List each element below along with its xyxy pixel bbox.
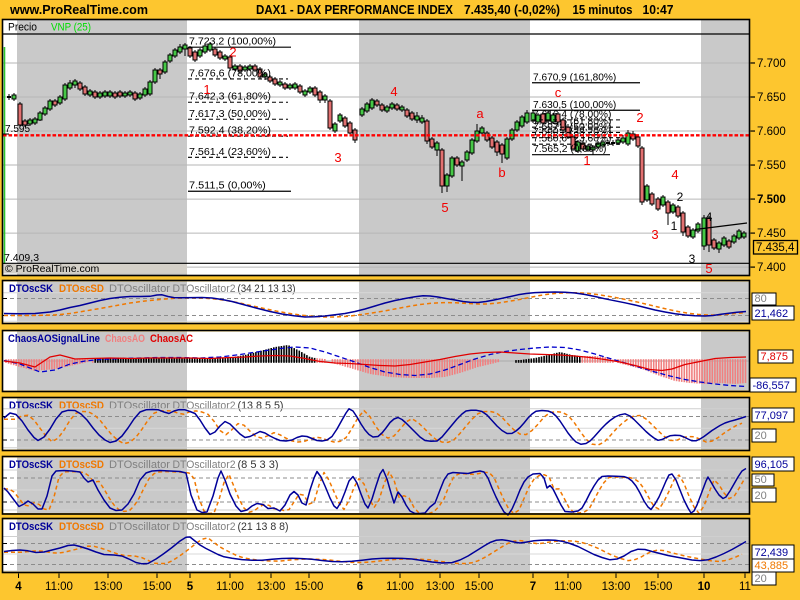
svg-text:7.605,6 (61,80%): 7.605,6 (61,80%) bbox=[533, 117, 611, 128]
svg-text:7.630,5 (100,00%): 7.630,5 (100,00%) bbox=[533, 100, 616, 111]
svg-text:7: 7 bbox=[530, 581, 536, 593]
svg-text:7,875: 7,875 bbox=[761, 351, 789, 363]
svg-text:11:00: 11:00 bbox=[554, 581, 582, 593]
svg-text:7.400: 7.400 bbox=[757, 262, 786, 274]
svg-text:50: 50 bbox=[755, 474, 767, 486]
svg-text:DTOscillator: DTOscillator bbox=[109, 459, 170, 471]
svg-text:(21 13 8 8): (21 13 8 8) bbox=[238, 521, 289, 533]
svg-text:(34 21 13 13): (34 21 13 13) bbox=[238, 283, 296, 295]
svg-text:b: b bbox=[498, 165, 505, 180]
svg-text:5: 5 bbox=[441, 200, 448, 215]
svg-text:13:00: 13:00 bbox=[94, 581, 123, 593]
svg-text:7.597,9 (50,00%): 7.597,9 (50,00%) bbox=[533, 122, 611, 133]
svg-text:DTOscillator: DTOscillator bbox=[109, 283, 170, 295]
svg-text:2: 2 bbox=[636, 110, 643, 125]
svg-text:15:00: 15:00 bbox=[295, 581, 324, 593]
svg-text:ChaosAC: ChaosAC bbox=[150, 333, 193, 345]
svg-text:4: 4 bbox=[671, 167, 678, 182]
svg-text:© ProRealTime.com: © ProRealTime.com bbox=[5, 263, 100, 275]
svg-text:7.700: 7.700 bbox=[757, 58, 786, 70]
svg-text:7.435,40 (-0,02%): 7.435,40 (-0,02%) bbox=[464, 3, 560, 17]
svg-text:DTOscSD: DTOscSD bbox=[59, 521, 104, 533]
svg-text:13:00: 13:00 bbox=[257, 581, 286, 593]
svg-text:10:47: 10:47 bbox=[643, 3, 674, 17]
svg-text:7.561,4 (23,60%): 7.561,4 (23,60%) bbox=[189, 147, 271, 158]
svg-text:DTOscillator2: DTOscillator2 bbox=[173, 283, 236, 295]
svg-text:13:00: 13:00 bbox=[602, 581, 631, 593]
svg-text:20: 20 bbox=[755, 430, 767, 442]
svg-text:11:00: 11:00 bbox=[45, 581, 73, 593]
svg-text:15:00: 15:00 bbox=[143, 581, 172, 593]
svg-text:ChaosAO: ChaosAO bbox=[105, 333, 145, 345]
svg-text:7.511,5 (0,00%): 7.511,5 (0,00%) bbox=[189, 181, 266, 192]
svg-text:11:00: 11:00 bbox=[386, 581, 414, 593]
svg-text:7.550: 7.550 bbox=[757, 160, 786, 172]
svg-text:43,885: 43,885 bbox=[755, 560, 789, 572]
svg-text:Precio: Precio bbox=[8, 22, 37, 34]
svg-text:15:00: 15:00 bbox=[644, 581, 673, 593]
svg-text:20: 20 bbox=[755, 573, 767, 585]
svg-text:11:00: 11:00 bbox=[216, 581, 244, 593]
svg-text:7.595: 7.595 bbox=[5, 124, 30, 135]
svg-text:-86,557: -86,557 bbox=[753, 380, 790, 392]
svg-text:96,105: 96,105 bbox=[755, 459, 789, 471]
svg-text:3: 3 bbox=[334, 150, 341, 165]
svg-text:4: 4 bbox=[15, 581, 22, 593]
svg-text:3: 3 bbox=[689, 252, 696, 266]
svg-text:DTOscSK: DTOscSK bbox=[9, 400, 53, 412]
svg-text:7.650: 7.650 bbox=[757, 92, 786, 104]
svg-text:7.676,6 (78,00%): 7.676,6 (78,00%) bbox=[189, 68, 271, 79]
svg-text:72,439: 72,439 bbox=[755, 547, 789, 559]
svg-text:7.670,9 (161,80%): 7.670,9 (161,80%) bbox=[533, 72, 616, 83]
svg-text:20: 20 bbox=[755, 490, 767, 502]
svg-text:7.723,2 (100,00%): 7.723,2 (100,00%) bbox=[189, 37, 276, 48]
svg-text:7.590,2 (38,20%): 7.590,2 (38,20%) bbox=[533, 127, 611, 138]
svg-text:www.ProRealTime.com: www.ProRealTime.com bbox=[9, 3, 148, 17]
svg-text:1: 1 bbox=[671, 219, 678, 233]
svg-text:7.642,3 (61,80%): 7.642,3 (61,80%) bbox=[189, 92, 271, 103]
svg-text:(8 5 3 3): (8 5 3 3) bbox=[238, 459, 279, 471]
svg-text:ChaosAOSignalLine: ChaosAOSignalLine bbox=[8, 333, 100, 345]
svg-text:DTOscSD: DTOscSD bbox=[59, 283, 104, 295]
svg-text:80: 80 bbox=[755, 293, 767, 305]
svg-text:10: 10 bbox=[698, 581, 711, 593]
svg-text:5: 5 bbox=[187, 581, 194, 593]
svg-text:3: 3 bbox=[651, 227, 658, 242]
svg-text:DTOscSK: DTOscSK bbox=[9, 521, 53, 533]
svg-text:7.450: 7.450 bbox=[757, 228, 786, 240]
svg-text:7.592,4 (38,20%): 7.592,4 (38,20%) bbox=[189, 126, 271, 137]
svg-text:(13 8 5 5): (13 8 5 5) bbox=[238, 400, 284, 412]
svg-text:DTOscillator2: DTOscillator2 bbox=[173, 459, 236, 471]
svg-text:7.600: 7.600 bbox=[757, 126, 786, 138]
svg-text:7.617,3 (50,00%): 7.617,3 (50,00%) bbox=[189, 109, 271, 120]
svg-text:DTOscillator: DTOscillator bbox=[109, 521, 170, 533]
svg-text:4: 4 bbox=[390, 84, 397, 99]
svg-text:2: 2 bbox=[229, 45, 236, 60]
svg-text:7.435,4: 7.435,4 bbox=[756, 242, 795, 254]
svg-text:2: 2 bbox=[677, 190, 684, 204]
svg-text:6: 6 bbox=[357, 581, 363, 593]
svg-text:5: 5 bbox=[705, 261, 712, 276]
svg-text:DTOscSK: DTOscSK bbox=[9, 283, 53, 295]
svg-text:DTOscSK: DTOscSK bbox=[9, 459, 53, 471]
svg-text:1: 1 bbox=[583, 153, 590, 168]
svg-text:7.500: 7.500 bbox=[757, 194, 786, 206]
svg-text:1: 1 bbox=[203, 82, 210, 97]
svg-text:21,462: 21,462 bbox=[755, 308, 789, 320]
svg-text:13:00: 13:00 bbox=[426, 581, 455, 593]
svg-text:a: a bbox=[476, 106, 484, 121]
svg-text:11: 11 bbox=[739, 581, 751, 593]
svg-text:15 minutos: 15 minutos bbox=[573, 3, 633, 17]
svg-text:DAX1 - DAX PERFORMANCE INDEX: DAX1 - DAX PERFORMANCE INDEX bbox=[256, 3, 454, 17]
svg-text:7.616,4 (78,00%): 7.616,4 (78,00%) bbox=[533, 109, 611, 120]
svg-text:4: 4 bbox=[706, 210, 713, 224]
svg-text:7.409,3: 7.409,3 bbox=[4, 252, 39, 264]
svg-text:15:00: 15:00 bbox=[465, 581, 494, 593]
svg-text:DTOscillator2: DTOscillator2 bbox=[173, 521, 236, 533]
svg-text:c: c bbox=[555, 85, 562, 100]
svg-text:77,097: 77,097 bbox=[755, 410, 789, 422]
svg-text:VNP (25): VNP (25) bbox=[51, 22, 91, 34]
svg-text:7.565,2 (0,00%): 7.565,2 (0,00%) bbox=[533, 144, 607, 155]
svg-text:DTOscSD: DTOscSD bbox=[59, 459, 104, 471]
